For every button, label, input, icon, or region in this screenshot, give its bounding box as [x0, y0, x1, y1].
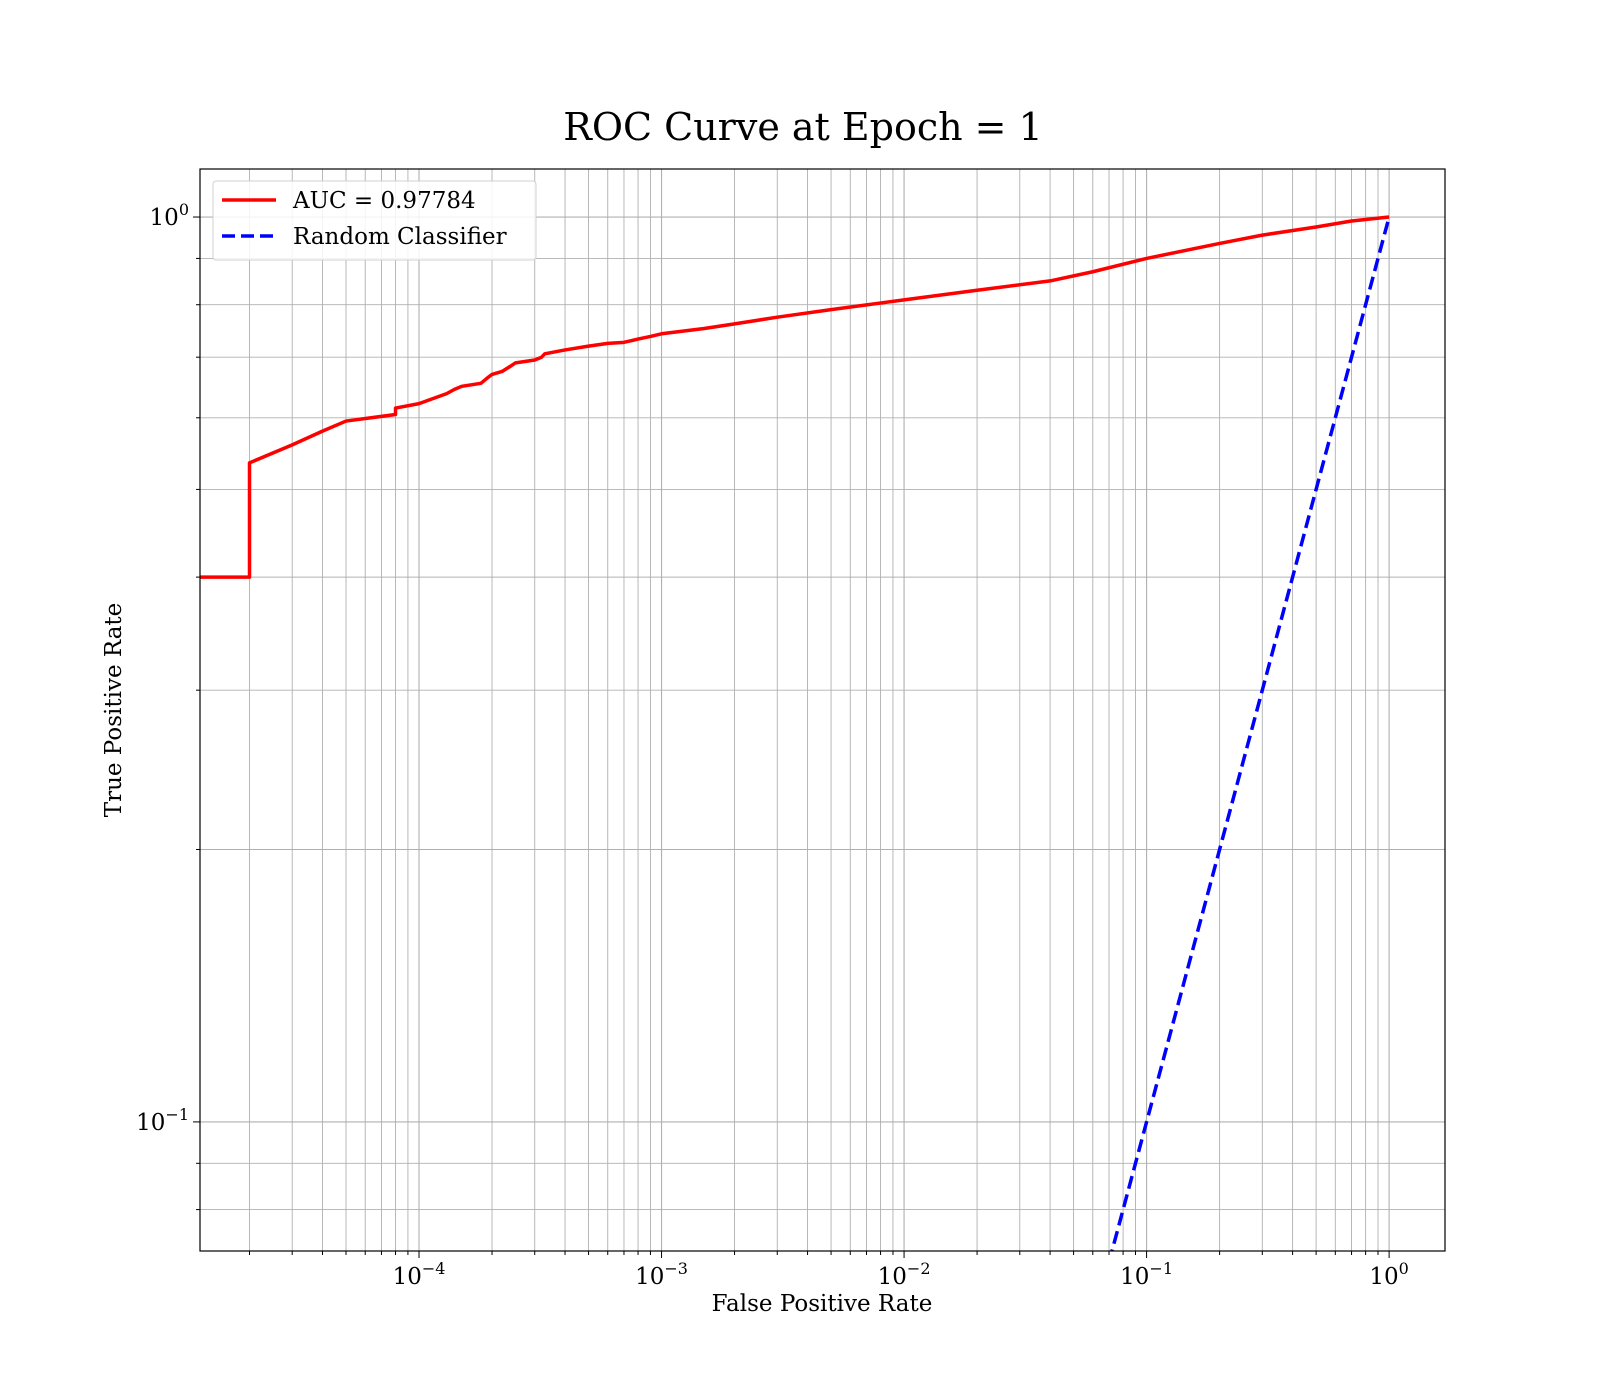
series-layer: [200, 215, 1391, 1251]
roc-curve-line: [200, 215, 1390, 579]
x-tick-label: 100: [1369, 1259, 1408, 1290]
axis-ticks: [193, 216, 1390, 1258]
x-tick-label: 10−2: [878, 1259, 931, 1290]
x-tick-label: 10−4: [393, 1259, 446, 1290]
x-tick-labels: 10−4 10−3 10−2 10−1 100: [393, 1259, 1409, 1290]
x-tick-label: 10−3: [635, 1259, 688, 1290]
y-tick-label: 10−1: [136, 1105, 189, 1136]
y-tick-labels: 10−1 100: [136, 200, 189, 1136]
random-classifier-line: [1110, 216, 1391, 1251]
y-tick-label: 100: [150, 200, 189, 231]
minor-grid: [200, 169, 1445, 1251]
chart-title: ROC Curve at Epoch = 1: [563, 105, 1043, 149]
legend-box: [212, 180, 537, 261]
x-tick-label: 10−1: [1120, 1259, 1173, 1290]
y-axis-label: True Positive Rate: [101, 603, 127, 818]
legend-label-random-classifier: Random Classifier: [293, 224, 507, 250]
x-axis-label: False Positive Rate: [712, 1291, 933, 1317]
plot-frame: [199, 168, 1446, 1252]
legend-label-auc: AUC = 0.97784: [292, 188, 476, 214]
legend: AUC = 0.97784 Random Classifier: [212, 180, 537, 261]
